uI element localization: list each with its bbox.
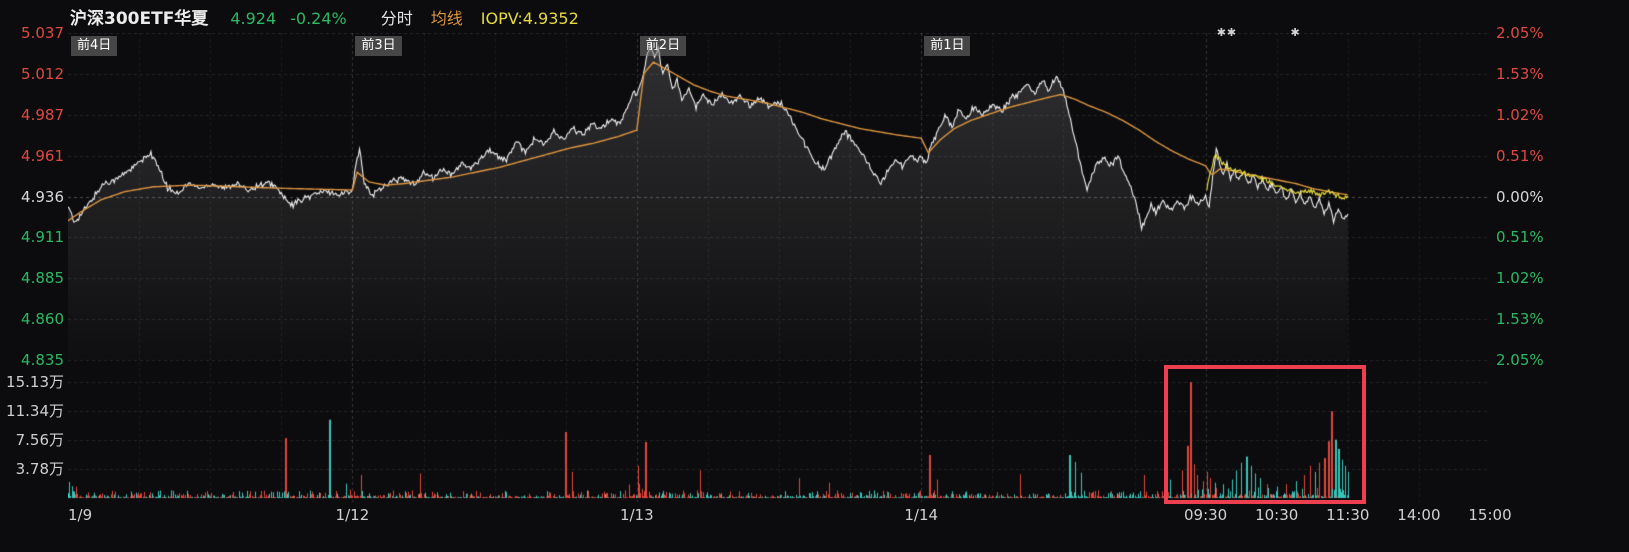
day-tag: 前1日 — [924, 36, 971, 56]
x-axis-label: 1/12 — [335, 506, 370, 524]
x-axis-label: 1/13 — [619, 506, 654, 524]
right-percent-axis-label: 1.02% — [1496, 269, 1544, 288]
left-price-axis-label: 4.911 — [21, 228, 64, 247]
left-price-axis-label: 4.860 — [21, 310, 64, 329]
event-marker-icon[interactable]: ✱ — [1290, 26, 1301, 39]
day-tag: 前4日 — [71, 36, 118, 56]
volume-axis-label: 7.56万 — [15, 431, 64, 449]
left-price-axis-label: 4.936 — [21, 187, 64, 206]
tab-moving-average[interactable]: 均线 — [430, 9, 463, 28]
x-axis-label: 1/14 — [904, 506, 939, 524]
x-axis-label: 11:30 — [1326, 506, 1370, 524]
right-percent-axis-label: 1.53% — [1496, 310, 1544, 329]
change-percent: -0.24% — [290, 9, 347, 28]
left-price-axis-label: 4.885 — [21, 269, 64, 288]
day-tag: 前2日 — [639, 36, 687, 56]
right-percent-axis-label: 2.05% — [1496, 24, 1544, 42]
right-percent-axis-label: 1.02% — [1496, 105, 1544, 124]
x-axis-label: 14:00 — [1397, 506, 1441, 524]
price-pane-canvas[interactable] — [68, 33, 1490, 368]
current-price: 4.924 — [230, 9, 277, 28]
tab-minute-chart[interactable]: 分时 — [380, 9, 413, 28]
iopv-value: IOPV:4.9352 — [480, 9, 579, 28]
day-tag: 前3日 — [355, 36, 402, 56]
volume-axis-label: 11.34万 — [6, 402, 64, 420]
symbol-name: 沪深300ETF华夏 — [70, 9, 209, 29]
right-percent-axis-label: 0.51% — [1496, 146, 1544, 165]
volume-highlight-box — [1163, 365, 1366, 504]
left-price-axis-label: 4.961 — [21, 146, 64, 165]
x-axis-label: 10:30 — [1255, 506, 1299, 524]
volume-axis-label: 15.13万 — [6, 372, 64, 391]
volume-axis-label: 3.78万 — [15, 460, 64, 478]
x-axis-label: 1/9 — [68, 506, 93, 524]
chart-header: 沪深300ETF华夏 4.924 -0.24% 分时 均线 IOPV:4.935… — [70, 4, 579, 29]
x-axis-label: 09:30 — [1183, 506, 1228, 524]
x-axis-label: 15:00 — [1468, 506, 1512, 524]
left-price-axis-label: 4.835 — [21, 351, 64, 369]
right-percent-axis-label: 2.05% — [1496, 351, 1544, 369]
right-percent-axis-label: 1.53% — [1496, 64, 1544, 83]
left-price-axis-label: 5.037 — [21, 24, 64, 42]
right-percent-axis-label: 0.51% — [1496, 228, 1544, 247]
event-marker-icon[interactable]: ✱✱ — [1216, 26, 1238, 39]
right-percent-axis-label: 0.00% — [1496, 187, 1544, 206]
left-price-axis-label: 4.987 — [21, 105, 64, 124]
left-price-axis-label: 5.012 — [21, 64, 64, 83]
volume-pane-canvas[interactable] — [68, 368, 1490, 502]
